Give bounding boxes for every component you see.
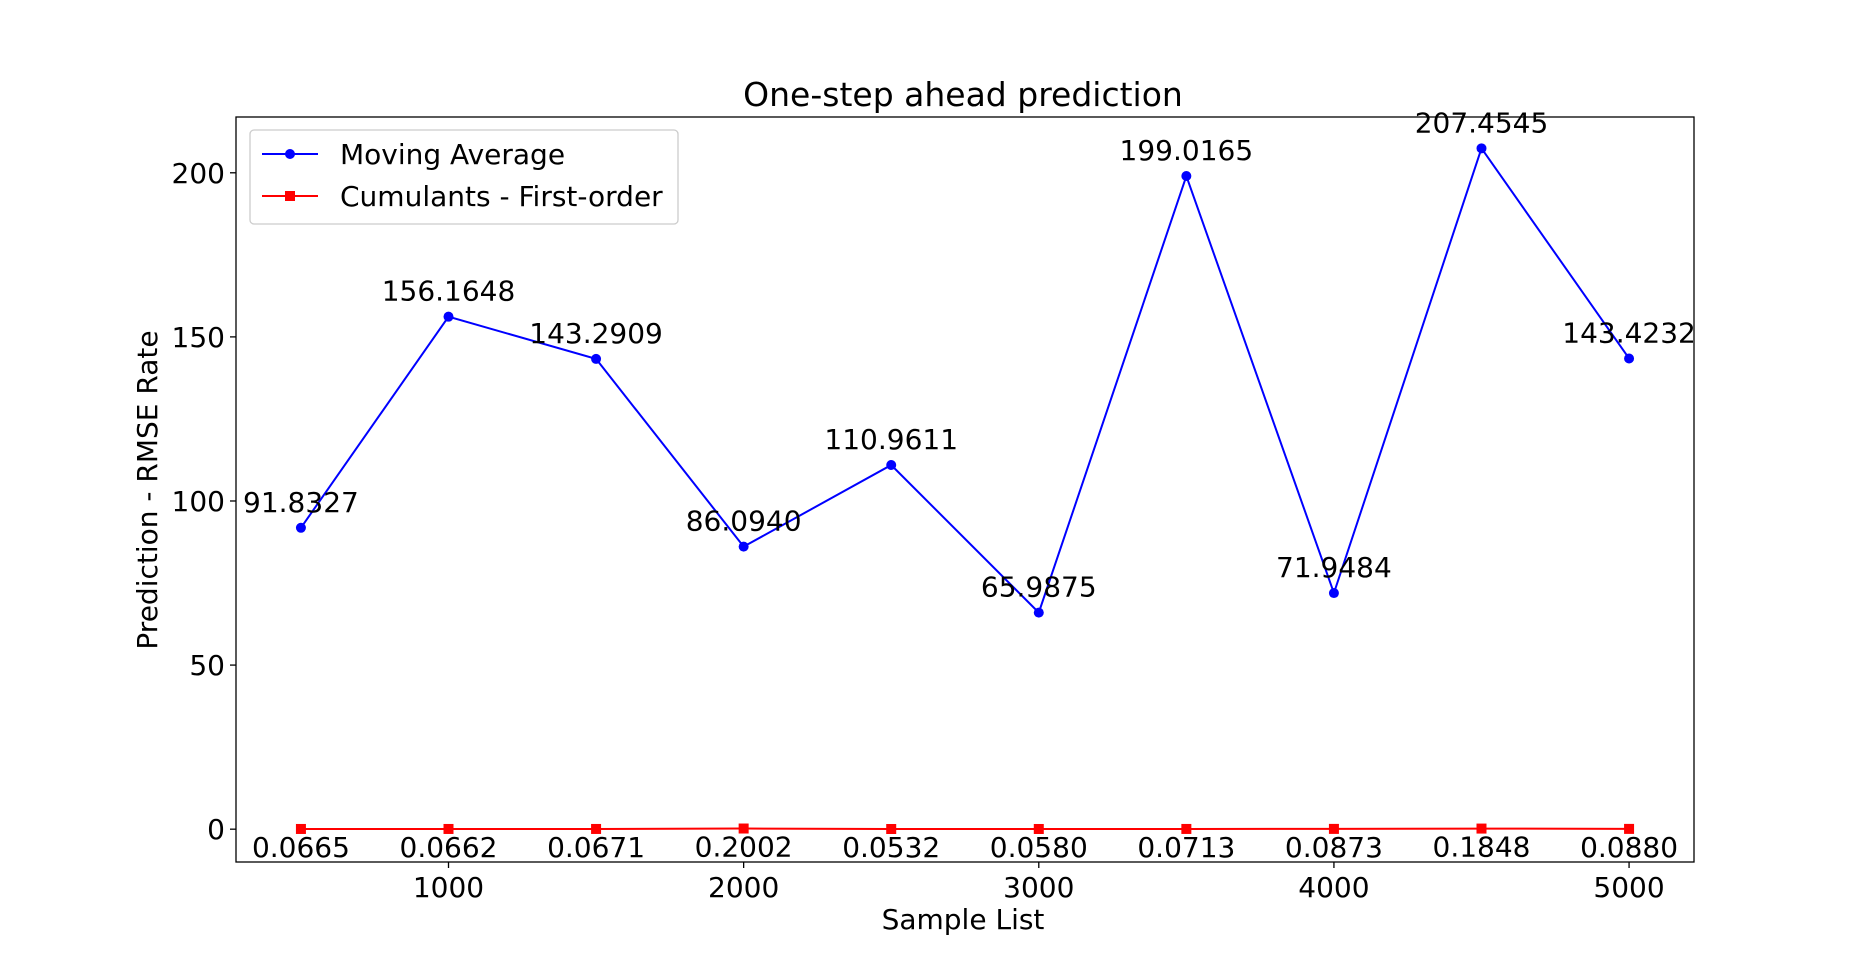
data-point-circle xyxy=(1476,143,1487,154)
data-label: 110.9611 xyxy=(824,423,958,456)
data-label: 0.0873 xyxy=(1285,831,1383,864)
data-point-circle xyxy=(1328,588,1339,599)
x-tick-label: 3000 xyxy=(1003,871,1074,904)
data-label: 207.4545 xyxy=(1415,106,1549,139)
data-label: 0.0713 xyxy=(1137,831,1235,864)
y-tick-label: 150 xyxy=(172,321,225,354)
y-tick-label: 50 xyxy=(189,649,225,682)
data-label: 0.0880 xyxy=(1580,831,1678,864)
plot-area-frame xyxy=(235,116,1695,863)
legend-label: Moving Average xyxy=(340,138,565,171)
data-point-square xyxy=(1476,823,1487,834)
data-label: 0.0662 xyxy=(400,831,498,864)
data-point-square xyxy=(1328,823,1339,834)
data-point-circle xyxy=(591,353,602,364)
y-tick-label: 200 xyxy=(172,157,225,190)
x-tick-label: 2000 xyxy=(708,871,779,904)
data-point-circle xyxy=(738,541,749,552)
legend-marker-square xyxy=(285,191,295,201)
data-label: 0.0580 xyxy=(990,831,1088,864)
data-point-square xyxy=(1624,823,1635,834)
data-point-square xyxy=(1181,823,1192,834)
data-label: 143.4232 xyxy=(1562,316,1696,349)
data-label: 91.8327 xyxy=(243,486,359,519)
chart-title: One-step ahead prediction xyxy=(743,75,1183,114)
y-axis-ticks: 0 50 100 150 200 xyxy=(172,157,236,846)
x-axis-label: Sample List xyxy=(882,903,1045,936)
data-point-square xyxy=(443,823,454,834)
legend: Moving Average Cumulants - First-order xyxy=(249,129,679,225)
data-point-circle xyxy=(886,460,897,471)
data-label: 156.1648 xyxy=(382,275,516,308)
y-axis-label: Prediction - RMSE Rate xyxy=(131,330,164,649)
data-point-square xyxy=(886,824,897,835)
data-label: 199.0165 xyxy=(1120,134,1254,167)
data-point-circle xyxy=(1033,607,1044,618)
data-point-square xyxy=(591,823,602,834)
data-point-circle xyxy=(1624,353,1635,364)
data-point-circle xyxy=(1181,171,1192,182)
data-label: 0.0665 xyxy=(252,831,350,864)
data-label: 0.2002 xyxy=(695,831,793,864)
data-label: 86.0940 xyxy=(686,505,802,538)
legend-box xyxy=(249,129,679,225)
data-label: 0.0671 xyxy=(547,831,645,864)
data-label: 71.9484 xyxy=(1276,551,1392,584)
data-labels: 91.8327 156.1648 143.2909 86.0940 110.9611 65… xyxy=(243,106,1696,864)
data-label: 65.9875 xyxy=(981,571,1097,604)
data-point-circle xyxy=(295,522,306,533)
data-point-square xyxy=(1033,823,1044,834)
legend-label: Cumulants - First-order xyxy=(340,180,663,213)
data-label: 0.1848 xyxy=(1433,831,1531,864)
data-point-square xyxy=(738,823,749,834)
series-layer xyxy=(295,143,1635,835)
data-label: 143.2909 xyxy=(529,317,663,350)
data-point-circle xyxy=(443,311,454,322)
data-point-square xyxy=(295,823,306,834)
series-line-0 xyxy=(300,146,1630,615)
y-tick-label: 0 xyxy=(207,813,225,846)
x-tick-label: 5000 xyxy=(1593,871,1664,904)
x-axis-ticks: 1000 2000 3000 4000 5000 xyxy=(413,862,1665,904)
y-tick-label: 100 xyxy=(172,485,225,518)
x-tick-label: 1000 xyxy=(413,871,484,904)
x-tick-label: 4000 xyxy=(1298,871,1369,904)
data-label: 0.0532 xyxy=(842,831,940,864)
legend-marker-circle xyxy=(285,149,295,159)
